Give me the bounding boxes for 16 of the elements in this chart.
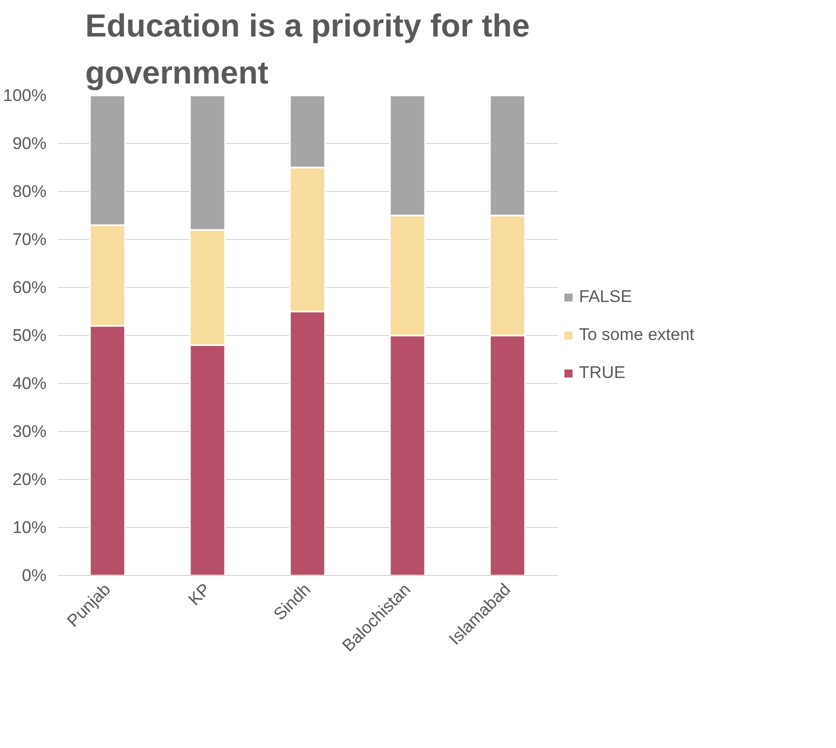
x-tick-label: KP (184, 580, 214, 610)
y-tick-label: 0% (22, 566, 47, 585)
y-tick-label: 100% (3, 86, 47, 105)
y-tick-label: 20% (12, 470, 47, 489)
y-tick-label: 50% (12, 326, 47, 345)
y-tick-label: 10% (12, 518, 47, 537)
y-tick-label: 70% (12, 230, 47, 249)
legend-label: To some extent (579, 325, 694, 345)
y-tick-label: 60% (12, 278, 47, 297)
y-tick-label: 80% (12, 182, 47, 201)
y-tick-label: 30% (12, 422, 47, 441)
legend-label: TRUE (579, 363, 626, 383)
legend-label: FALSE (579, 287, 632, 307)
y-tick-label: 40% (12, 374, 47, 393)
y-tick-label: 90% (12, 134, 47, 153)
chart-title: Education is a priority for the government (85, 8, 530, 90)
